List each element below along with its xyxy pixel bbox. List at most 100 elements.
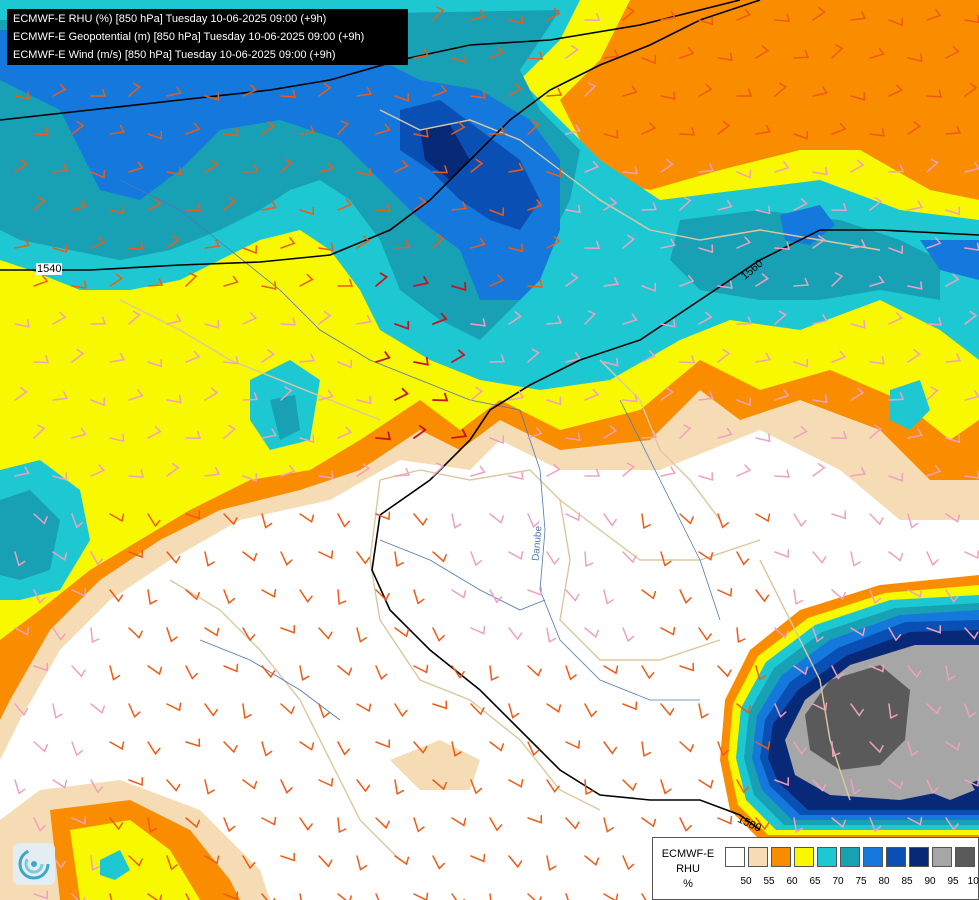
legend-swatch: [771, 847, 791, 867]
wind-barb: [546, 315, 563, 325]
wind-barbs: [14, 6, 979, 900]
wind-barb: [527, 513, 540, 529]
wind-barb: [888, 703, 898, 720]
wind-barb: [413, 129, 429, 138]
wind-barb: [375, 739, 391, 749]
wind-barb: [622, 6, 636, 21]
wind-barb: [375, 817, 390, 829]
wind-barb: [736, 169, 752, 179]
wind-barb: [109, 665, 121, 681]
wind-barb: [204, 319, 220, 329]
wind-barb: [394, 160, 409, 173]
wind-barb: [565, 817, 580, 830]
wind-barb: [546, 235, 561, 249]
wind-barb: [774, 13, 790, 23]
wind-barb: [451, 201, 468, 211]
wind-barb: [793, 130, 809, 140]
wind-barb: [394, 779, 405, 795]
wind-barb: [698, 703, 709, 719]
wind-barb: [831, 665, 844, 680]
wind-barb: [185, 430, 202, 439]
wind-barb: [679, 355, 696, 364]
wind-barb: [280, 551, 293, 566]
wind-barb: [774, 310, 787, 325]
wind-barb: [926, 779, 939, 794]
wind-barb: [907, 349, 921, 363]
wind-barb: [451, 589, 467, 599]
wind-barb: [470, 9, 486, 21]
wind-barb: [698, 779, 714, 789]
wind-barb: [698, 244, 714, 254]
wind-barb: [261, 816, 277, 826]
legend-tick-label: 50: [740, 876, 752, 887]
wind-barb: [147, 817, 158, 833]
wind-barb: [945, 45, 960, 59]
wind-barb: [774, 389, 790, 401]
wind-barb: [736, 703, 752, 714]
wind-barb: [356, 395, 372, 405]
wind-barb: [812, 235, 826, 249]
legend-title-variable: RHU: [676, 863, 700, 875]
wind-barb: [907, 665, 922, 679]
wind-barb: [261, 893, 276, 900]
wind-barb: [90, 236, 106, 249]
wind-barb: [337, 893, 353, 900]
wind-barb: [90, 316, 107, 325]
wind-barb: [261, 665, 276, 679]
wind-barb: [280, 464, 296, 477]
wind-barb: [641, 122, 656, 135]
wind-barb: [584, 82, 597, 97]
wind-barb: [869, 424, 883, 439]
wind-barb: [432, 312, 448, 325]
wind-barb: [280, 317, 297, 326]
wind-barb: [603, 197, 618, 211]
wind-barb: [831, 741, 841, 758]
legend-title-model: ECMWF-E: [661, 848, 715, 860]
wind-barb: [185, 272, 198, 287]
wind-barb: [717, 815, 733, 825]
legend-tick-label: 75: [855, 876, 867, 887]
wind-barb: [375, 431, 392, 441]
wind-barb: [641, 429, 658, 439]
wind-barb: [166, 166, 182, 176]
wind-barb: [584, 703, 598, 718]
wind-barb: [52, 244, 68, 254]
wind-barb: [584, 388, 600, 401]
wind-barb: [603, 357, 619, 367]
wind-barb: [71, 427, 87, 439]
wind-barb: [52, 83, 67, 97]
wind-barb: [375, 351, 391, 363]
legend-swatch: [725, 847, 745, 867]
wind-barb: [14, 466, 30, 477]
legend-title-unit: %: [683, 878, 693, 890]
wind-barb: [299, 589, 313, 603]
wind-barb: [33, 741, 48, 753]
wind-barb: [679, 589, 692, 604]
wind-barb: [698, 16, 714, 26]
wind-barb: [622, 551, 637, 564]
legend-tick-label: 90: [924, 876, 936, 887]
wind-barb: [698, 551, 714, 561]
wind-barb: [223, 513, 238, 526]
wind-barb: [52, 779, 68, 789]
wind-barb: [451, 665, 465, 679]
wind-barb: [717, 52, 733, 61]
wind-barb: [489, 274, 505, 287]
wind-barb: [907, 121, 921, 135]
wind-barb: [793, 741, 807, 756]
wind-barb: [432, 234, 445, 249]
wind-barb: [850, 239, 867, 249]
wind-barb: [850, 387, 865, 401]
wind-barb: [90, 779, 104, 794]
wind-barb: [527, 279, 543, 288]
wind-barb: [470, 318, 486, 327]
wind-barb: [793, 513, 807, 528]
wind-barb: [698, 627, 712, 641]
wind-barb: [774, 241, 790, 251]
wind-barb: [565, 665, 577, 681]
wind-barb: [280, 703, 295, 715]
wind-barb: [964, 550, 979, 560]
wind-barb: [109, 273, 124, 287]
wind-barb: [71, 815, 87, 825]
wind-barb: [812, 702, 828, 712]
